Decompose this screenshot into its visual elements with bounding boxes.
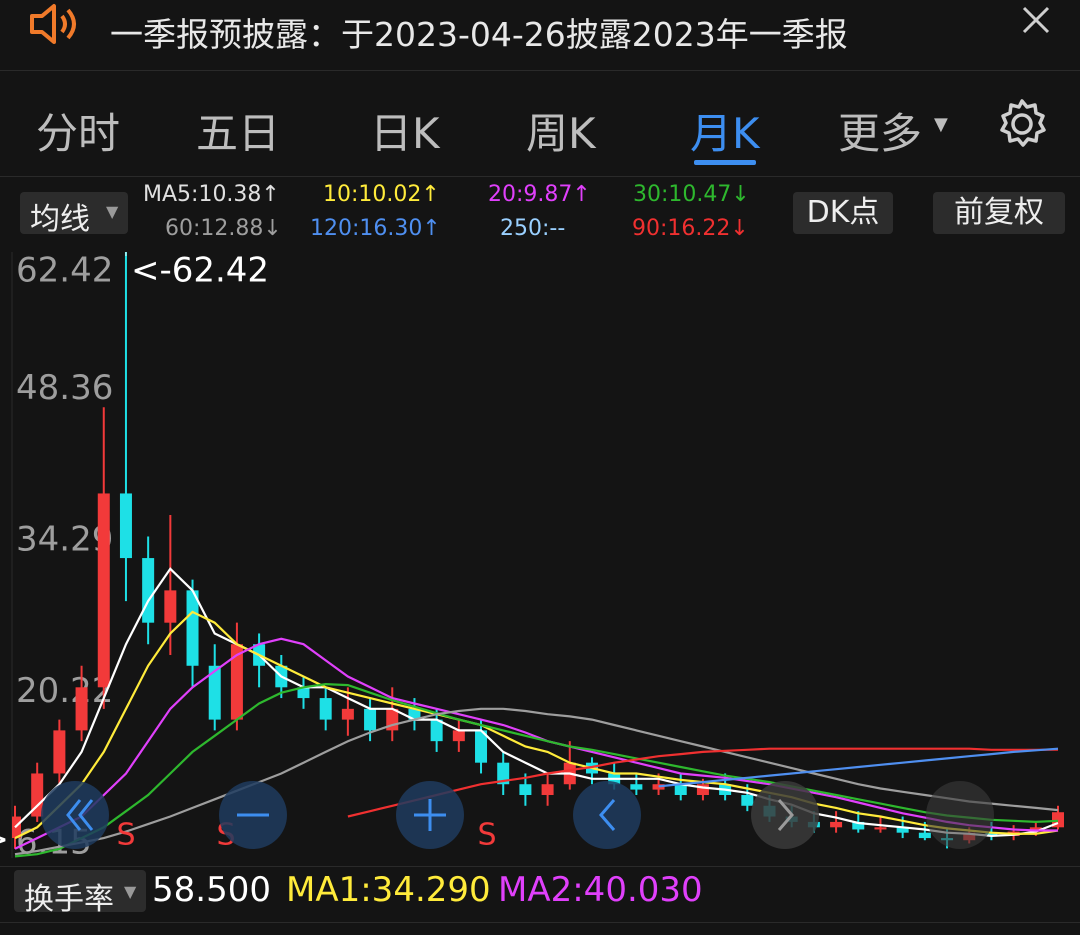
nav-button[interactable]	[926, 781, 994, 849]
divider	[0, 922, 1080, 923]
signal-marker: S	[477, 818, 496, 853]
indicator-selector-label: 换手率	[24, 882, 114, 917]
candle-body	[430, 719, 443, 742]
y-tick-label: 20.22	[16, 671, 113, 711]
tab[interactable]: 分时	[36, 109, 121, 158]
ma-legend-item: 90:16.22↓	[632, 216, 749, 241]
y-tick-label: 48.36	[16, 368, 113, 408]
y-tick-label: 34.29	[16, 519, 113, 559]
candle-body	[852, 821, 865, 830]
speaker-icon[interactable]	[28, 2, 82, 46]
tab[interactable]: 更多	[838, 109, 923, 158]
ma-legend-item: 10:10.02↑	[323, 182, 440, 207]
candle-body	[408, 708, 421, 720]
candle-body	[497, 762, 510, 785]
ma-line	[14, 567, 1059, 838]
candle-body	[297, 687, 310, 699]
candle-body	[630, 784, 643, 790]
candle-body	[696, 784, 709, 795]
tab[interactable]: 周K	[526, 109, 596, 158]
ma-line	[14, 682, 1059, 858]
candle-body	[674, 784, 687, 795]
ma-legend-item: 20:9.87↑	[488, 182, 591, 207]
y-tick-label: 62.42	[16, 251, 113, 291]
dropdown-arrow: ▼	[934, 114, 948, 135]
candle-body	[874, 827, 887, 830]
candle-body	[918, 832, 931, 839]
icon	[414, 799, 446, 831]
annotation: <-62.42	[131, 251, 269, 291]
dk-button[interactable]: DK点	[793, 192, 893, 234]
indicator-selector[interactable]: 换手率 ▼	[14, 870, 146, 917]
indicator-value: 58.500	[152, 870, 271, 910]
icon	[66, 799, 94, 831]
candle-body	[119, 493, 132, 559]
ma-line	[14, 637, 1058, 850]
nav-button[interactable]	[751, 781, 819, 849]
ma-legend-item: 120:16.30↑	[310, 216, 441, 241]
divider	[0, 866, 1080, 867]
nav-button[interactable]	[41, 781, 109, 849]
candle-body	[142, 558, 155, 623]
dropdown-arrow: ▼	[124, 882, 137, 901]
plot-area	[12, 252, 1064, 858]
candle-body	[519, 784, 532, 795]
ma-line	[658, 747, 1059, 788]
ma-line	[347, 747, 1059, 818]
ma-selector[interactable]: 均线 ▼	[20, 192, 128, 237]
candle-body	[75, 687, 88, 731]
icon	[777, 799, 794, 831]
candle-body	[164, 590, 177, 623]
candle-body	[364, 708, 377, 731]
annotation: 7.04->	[0, 819, 9, 859]
candle-body	[53, 730, 66, 774]
tab-underline	[694, 160, 756, 165]
candle-body	[985, 832, 998, 836]
divider	[0, 70, 1080, 71]
ma-line	[14, 707, 1059, 856]
candle-body	[475, 730, 488, 763]
candle-body	[741, 794, 754, 806]
candle-body	[541, 784, 554, 795]
ma-legend-item: MA5:10.38↑	[143, 182, 280, 207]
tab[interactable]: 日K	[370, 109, 440, 158]
dropdown-arrow: ▼	[106, 202, 119, 221]
ma-selector-label: 均线	[30, 202, 90, 237]
candle-body	[319, 698, 332, 720]
settings-icon[interactable]	[996, 98, 1048, 150]
tab[interactable]: 五日	[196, 109, 281, 158]
indicator-ma2: MA2:40.030	[498, 870, 703, 910]
candle-body	[896, 827, 909, 833]
divider	[0, 176, 1080, 177]
nav-buttons	[41, 781, 994, 849]
candle-body	[97, 493, 110, 688]
candle-body	[652, 784, 665, 790]
candle-body	[31, 773, 44, 817]
adjust-button[interactable]: 前复权	[933, 192, 1065, 234]
candle-body	[341, 708, 354, 720]
tab[interactable]: 月K	[690, 109, 760, 158]
ma-line	[14, 610, 1059, 840]
candle-body	[186, 590, 199, 666]
icon	[599, 799, 616, 831]
announcement-title: 一季报预披露：于2023-04-26披露2023年一季报	[110, 15, 848, 54]
indicator-ma1: MA1:34.290	[286, 870, 491, 910]
candle-body	[230, 644, 243, 720]
candle-body	[830, 821, 843, 828]
candle-body	[452, 730, 465, 742]
ma-legend-item: 250:--	[500, 216, 566, 241]
ma-legend-item: 30:10.47↓	[633, 182, 750, 207]
signal-marker: S	[116, 818, 135, 853]
close-button[interactable]	[1020, 4, 1052, 36]
ma-legend-item: 60:12.88↓	[165, 216, 282, 241]
candle-body	[208, 665, 221, 720]
nav-button[interactable]	[573, 781, 641, 849]
